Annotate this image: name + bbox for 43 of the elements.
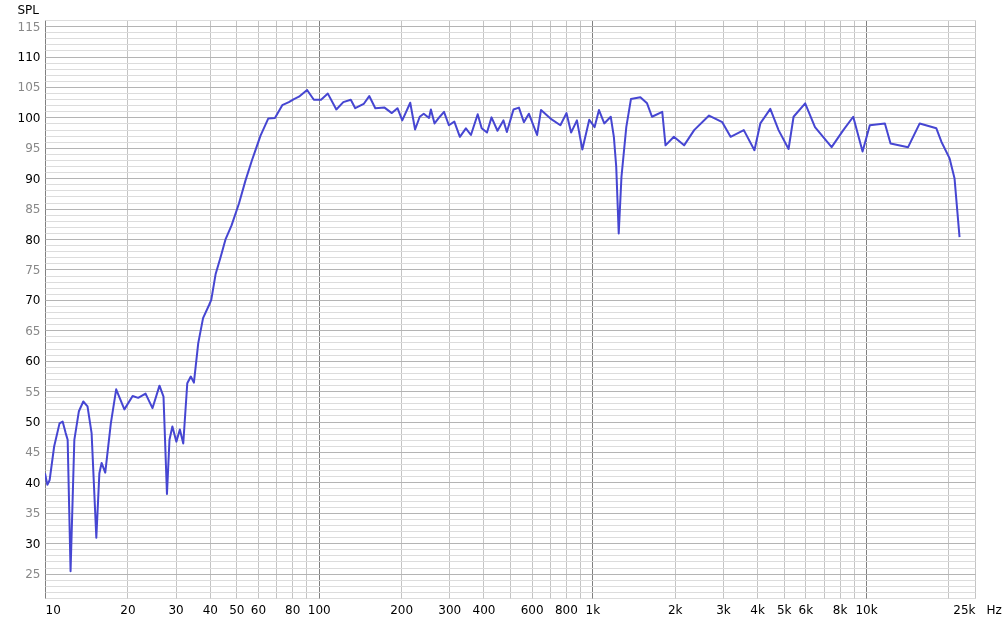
y-tick-label: 100 [17,110,41,125]
y-axis-title: SPL [17,2,40,17]
x-tick-label: 30 [168,602,184,617]
y-tick-label: 60 [25,354,41,369]
y-tick-label: 90 [25,171,41,186]
y-tick-label: 105 [17,80,41,95]
y-tick-label: 110 [17,50,41,65]
y-tick-label: 30 [25,536,41,551]
y-tick-label: 40 [25,475,41,490]
x-tick-label: 4k [750,602,766,617]
y-tick-label: 85 [25,202,41,217]
x-tick-label: 6k [798,602,814,617]
x-tick-label: 10k [855,602,878,617]
x-tick-label: 60 [250,602,267,617]
y-tick-label: 55 [25,384,41,399]
x-tick-label: 600 [520,602,544,617]
y-tick-label: 75 [25,262,41,277]
x-tick-label: 2k [667,602,683,617]
x-axis-title: Hz [986,602,1002,617]
x-tick-label: 20 [120,602,136,617]
x-tick-label: 50 [229,602,245,617]
x-tick-label: 1k [585,602,601,617]
y-tick-label: 45 [25,445,41,460]
x-tick-label: 25k [953,602,976,617]
x-tick-label: 800 [554,602,578,617]
x-tick-label: 200 [390,602,414,617]
y-tick-label: 70 [25,293,41,308]
x-tick-label: 10 [45,602,61,617]
x-tick-label: 80 [285,602,301,617]
y-tick-label: 65 [25,323,41,338]
x-tick-label: 100 [307,602,331,617]
x-tick-label: 40 [202,602,218,617]
x-tick-label: 300 [438,602,462,617]
x-tick-label: 5k [776,602,792,617]
x-tick-label: 8k [832,602,848,617]
y-tick-label: 80 [25,232,41,247]
y-tick-label: 50 [25,415,41,430]
y-tick-label: 25 [25,567,41,582]
x-tick-label: 3k [716,602,731,617]
x-tick-label: 400 [472,602,496,617]
y-tick-label: 115 [17,19,41,34]
y-tick-label: 35 [25,506,41,521]
y-tick-label: 95 [25,141,41,156]
